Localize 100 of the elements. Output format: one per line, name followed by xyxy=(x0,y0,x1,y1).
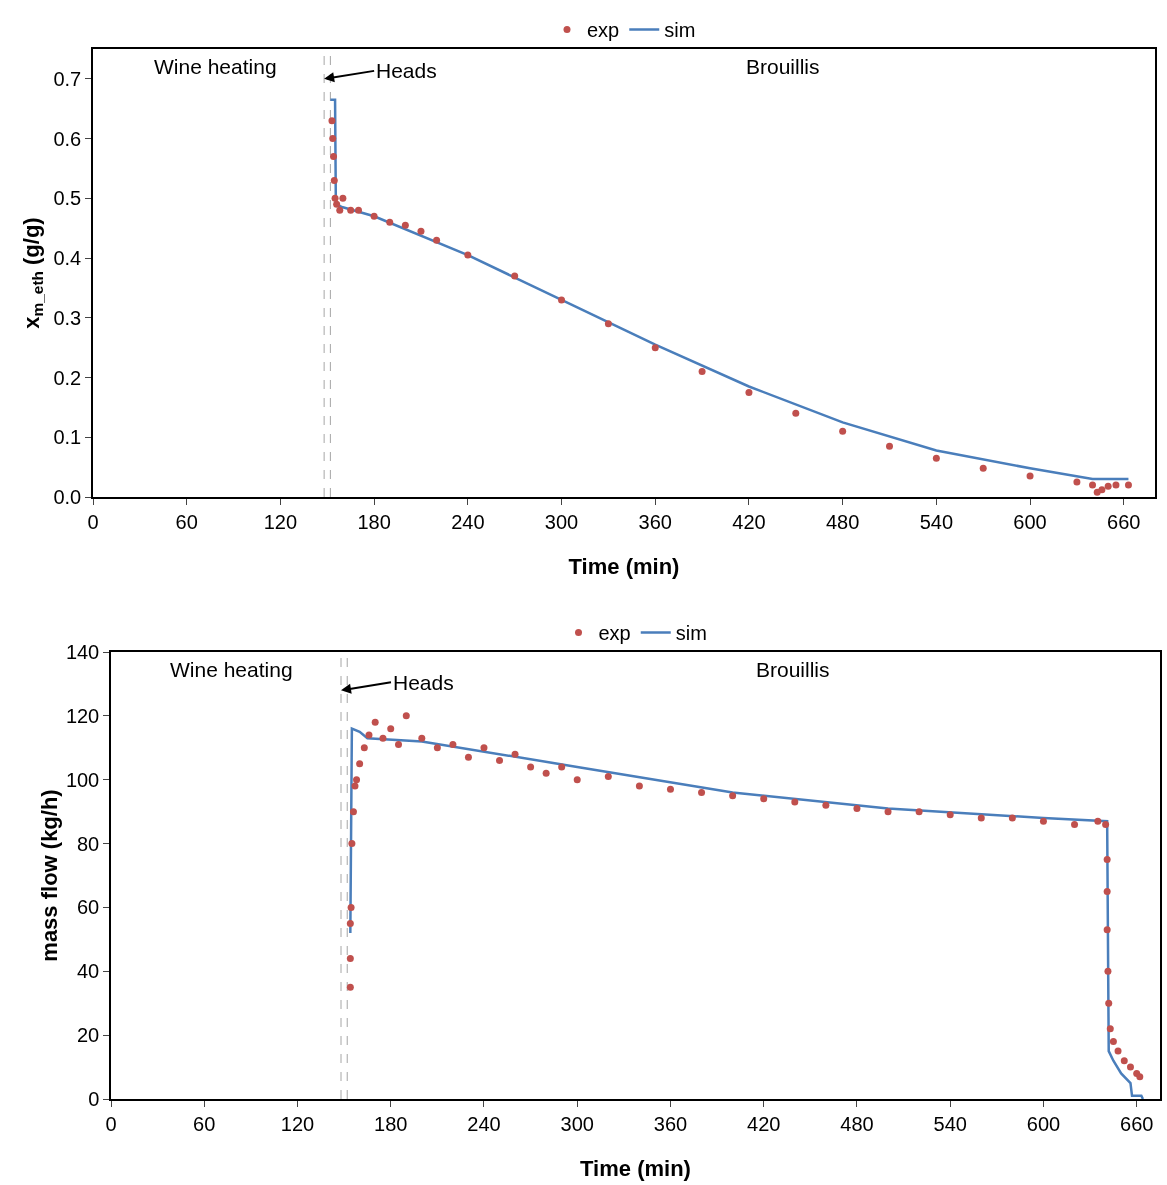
y-tick-label: 0.5 xyxy=(53,187,82,210)
point xyxy=(604,320,612,328)
point xyxy=(395,741,402,749)
point xyxy=(433,744,441,752)
point xyxy=(351,782,359,790)
y-tick-label: 0 xyxy=(88,1088,100,1110)
x-tick-label: 120 xyxy=(280,1112,315,1135)
y-tick-label: 120 xyxy=(65,704,100,727)
point xyxy=(330,176,338,184)
y-tick-label: 40 xyxy=(77,960,100,983)
x-tick-label: 60 xyxy=(193,1112,216,1135)
point xyxy=(1106,1025,1114,1033)
point xyxy=(371,718,379,726)
point xyxy=(401,221,409,229)
y-axis-title: mass flow (kg/h) xyxy=(36,789,62,962)
x-tick-label: 360 xyxy=(653,1112,688,1135)
point xyxy=(331,194,339,202)
point xyxy=(1103,926,1111,934)
point xyxy=(1103,856,1111,864)
point xyxy=(1104,482,1112,490)
x-tick-label: 540 xyxy=(933,1112,967,1135)
point xyxy=(1094,817,1102,825)
point xyxy=(1104,967,1112,975)
x-axis-title: Time (min) xyxy=(580,1155,691,1181)
point xyxy=(355,206,362,214)
x-axis-title: Time (min) xyxy=(568,553,680,579)
x-tick-label: 600 xyxy=(1026,1112,1061,1135)
point xyxy=(1136,1073,1144,1081)
point xyxy=(946,811,954,819)
x-tick-label: 480 xyxy=(840,1112,874,1135)
point xyxy=(1008,814,1016,822)
y-tick-label: 0.3 xyxy=(53,306,82,329)
x-tick-label: 420 xyxy=(747,1112,781,1135)
point xyxy=(417,227,425,235)
y-tick-label: 0.2 xyxy=(53,366,82,389)
y-tick-label: 0.0 xyxy=(53,486,82,508)
point xyxy=(651,344,659,352)
x-tick-label: 360 xyxy=(638,510,672,533)
point xyxy=(698,368,706,376)
point xyxy=(356,760,364,768)
annotation: Heads xyxy=(393,671,454,694)
x-tick-label: 60 xyxy=(175,510,198,533)
point xyxy=(330,153,338,161)
x-tick-label: 540 xyxy=(919,510,954,533)
point xyxy=(1126,1063,1134,1071)
point xyxy=(915,808,923,816)
legend-label: sim xyxy=(675,622,707,645)
x-tick-label: 0 xyxy=(105,1112,117,1135)
point xyxy=(347,903,355,911)
x-tick-label: 480 xyxy=(825,510,860,533)
point xyxy=(635,782,643,790)
y-tick-label: 100 xyxy=(65,768,100,791)
point xyxy=(527,763,535,771)
y-tick-label: 80 xyxy=(77,832,100,855)
point xyxy=(558,296,566,304)
point xyxy=(387,725,395,733)
point xyxy=(884,808,892,816)
y-tick-label: 60 xyxy=(77,896,100,919)
point xyxy=(339,194,347,202)
point xyxy=(347,206,355,214)
point xyxy=(1114,1047,1122,1055)
point xyxy=(346,955,354,963)
point xyxy=(360,744,368,752)
point xyxy=(1109,1038,1117,1046)
point xyxy=(604,773,612,781)
annotation: Brouillis xyxy=(746,55,820,78)
y-tick-label: 0.6 xyxy=(53,127,82,150)
x-tick-label: 240 xyxy=(467,1112,501,1135)
x-tick-label: 600 xyxy=(1013,510,1047,533)
point xyxy=(418,734,426,742)
point xyxy=(729,792,737,800)
legend-label: exp xyxy=(587,19,620,42)
point xyxy=(328,117,336,125)
x-tick-label: 660 xyxy=(1120,1112,1154,1135)
x-tick-label: 420 xyxy=(732,510,766,533)
x-tick-label: 240 xyxy=(451,510,485,533)
point xyxy=(480,744,488,752)
point xyxy=(365,731,373,739)
annotation: Wine heating xyxy=(170,658,293,681)
point xyxy=(1102,820,1110,828)
point xyxy=(379,734,387,742)
annotation: Wine heating xyxy=(154,55,277,78)
point xyxy=(449,741,457,749)
point xyxy=(336,206,344,214)
y-tick-label: 0.7 xyxy=(53,67,82,90)
point xyxy=(333,200,341,208)
point xyxy=(329,135,337,143)
x-tick-label: 180 xyxy=(357,510,391,533)
point xyxy=(1124,481,1132,489)
x-tick-label: 120 xyxy=(263,510,298,533)
point xyxy=(370,212,378,220)
point xyxy=(1071,820,1079,828)
x-tick-label: 300 xyxy=(560,1112,594,1135)
point xyxy=(979,464,987,472)
point xyxy=(496,757,504,765)
x-tick-label: 660 xyxy=(1107,510,1141,533)
point xyxy=(698,788,706,796)
point xyxy=(1112,481,1120,489)
point xyxy=(511,272,519,280)
point xyxy=(666,785,674,793)
